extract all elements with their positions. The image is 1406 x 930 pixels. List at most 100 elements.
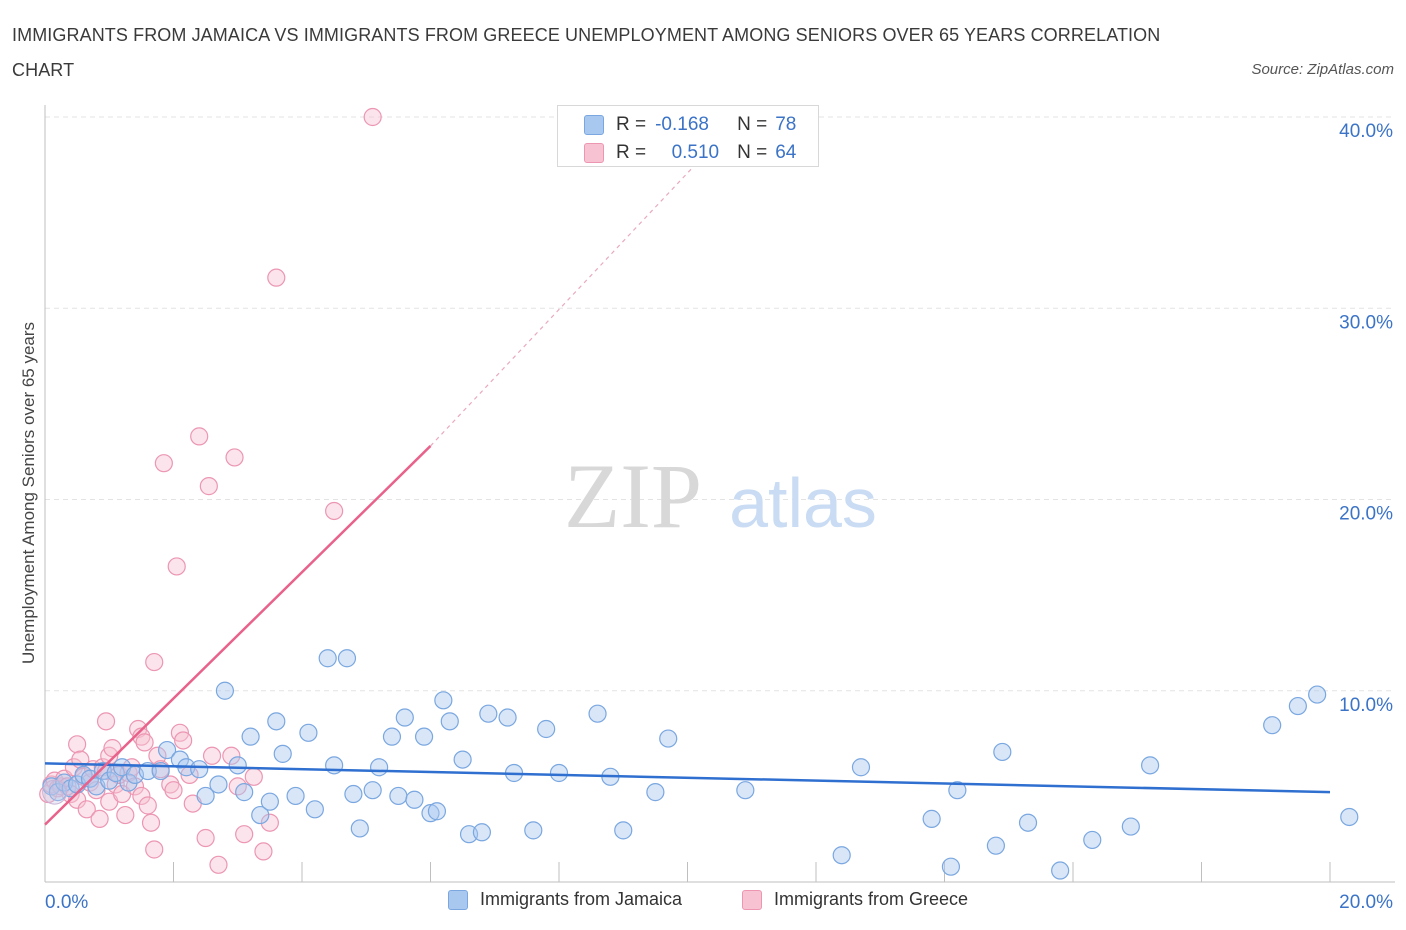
- jamaica-point: [395, 708, 414, 727]
- greece-point: [132, 786, 151, 806]
- bottom-legend: Immigrants from Jamaica Immigrants from …: [0, 889, 1406, 915]
- source-label: Source: ZipAtlas.com: [1251, 61, 1394, 78]
- stats-n-value: 64: [775, 142, 797, 163]
- greece-point: [190, 427, 209, 446]
- jamaica-point: [273, 744, 292, 763]
- jamaica-point: [337, 649, 357, 668]
- jamaica-point: [941, 857, 961, 876]
- greece-point: [225, 448, 244, 467]
- y-tick-label: 40.0%: [1339, 121, 1393, 142]
- jamaica-point: [472, 823, 491, 842]
- stats-r-label: R =: [616, 114, 647, 135]
- greece-point: [154, 454, 173, 473]
- greece-point: [199, 477, 218, 496]
- jamaica-point: [614, 821, 633, 840]
- stats-r-value: -0.168: [655, 114, 709, 135]
- axes: [44, 105, 1395, 883]
- jamaica-point: [251, 805, 270, 825]
- stats-row-greece: R = 0.510 N = 64: [584, 139, 796, 167]
- jamaica-point: [986, 836, 1006, 855]
- jamaica-point: [1121, 817, 1140, 836]
- jamaica-point: [646, 783, 665, 802]
- stats-n-value: 78: [775, 114, 797, 135]
- legend-item-jamaica[interactable]: Immigrants from Jamaica: [448, 889, 682, 910]
- jamaica-point: [832, 846, 851, 865]
- jamaica-point: [1140, 756, 1160, 775]
- gridlines: [45, 116, 1395, 692]
- jamaica-point: [196, 786, 215, 806]
- jamaica-point: [659, 729, 678, 748]
- y-axis-label: Unemployment Among Seniors over 65 years: [19, 321, 38, 665]
- jamaica-point: [440, 712, 459, 731]
- greece-point: [135, 733, 154, 752]
- legend-swatch-greece: [742, 889, 762, 910]
- legend-label-greece: Immigrants from Greece: [774, 889, 969, 909]
- jamaica-point: [1308, 685, 1327, 704]
- jamaica-point: [305, 800, 324, 819]
- jamaica-point: [549, 763, 569, 783]
- jamaica-point: [157, 740, 177, 760]
- greece-point: [196, 828, 215, 848]
- jamaica-point: [588, 704, 607, 723]
- jamaica-point: [260, 792, 279, 811]
- greece-point: [209, 855, 228, 874]
- jamaica-point: [344, 784, 363, 804]
- greece-point: [254, 842, 273, 861]
- trend-lines: [44, 145, 1331, 826]
- jamaica-point: [479, 704, 498, 723]
- greece-point: [161, 775, 180, 794]
- jamaica-point: [1018, 813, 1038, 832]
- greece-point: [202, 746, 222, 765]
- greece-point: [116, 805, 135, 825]
- y-tick-label: 10.0%: [1339, 695, 1393, 716]
- overlap-point: [42, 779, 68, 805]
- y-tick-label: 20.0%: [1339, 504, 1393, 525]
- greece-point: [167, 557, 186, 576]
- tick-labels: 10.0% 20.0% 30.0% 40.0% 0.0% 20.0%: [45, 121, 1393, 913]
- series-jamaica-points: [42, 649, 1359, 880]
- jamaica-point: [190, 760, 209, 779]
- greece-point: [260, 813, 279, 832]
- legend-item-greece[interactable]: Immigrants from Greece: [742, 889, 968, 910]
- greece-point: [138, 796, 157, 815]
- jamaica-point: [382, 727, 402, 746]
- jamaica-point: [453, 750, 472, 769]
- greece-point: [174, 731, 193, 750]
- jamaica-point: [851, 758, 871, 777]
- jamaica-point: [389, 786, 408, 806]
- watermark: ZIP atlas: [564, 445, 877, 547]
- greece-point: [141, 813, 161, 832]
- legend-swatch-jamaica: [448, 889, 468, 910]
- greece-point: [235, 825, 254, 844]
- stats-row-jamaica: R = -0.168 N = 78: [584, 111, 796, 139]
- jamaica-point: [215, 681, 234, 700]
- greece-point: [325, 501, 344, 521]
- jamaica-point: [434, 691, 453, 710]
- greece-point: [87, 781, 106, 800]
- jamaica-point: [537, 719, 556, 739]
- jamaica-point: [405, 790, 424, 809]
- jamaica-point: [427, 802, 447, 821]
- greece-point: [148, 746, 167, 765]
- x-tick-label: 20.0%: [1339, 892, 1393, 913]
- stats-r-label: R =: [616, 142, 647, 163]
- greece-point: [96, 712, 116, 731]
- watermark-zip: ZIP: [564, 445, 702, 547]
- jamaica-point: [421, 804, 440, 823]
- greece-point: [222, 746, 241, 765]
- trend-line-jamaica: [44, 762, 1331, 794]
- stats-swatch-jamaica: [584, 115, 604, 135]
- stats-legend: R = -0.168 N = 78 R = 0.510 N = 64: [557, 105, 819, 167]
- jamaica-point: [325, 756, 344, 775]
- jamaica-point: [228, 756, 247, 775]
- stats-r-value: 0.510: [671, 142, 720, 163]
- greece-point: [363, 107, 382, 127]
- jamaica-point: [241, 727, 260, 746]
- jamaica-point: [370, 758, 389, 777]
- stats-swatch-greece: [584, 143, 604, 163]
- jamaica-point: [318, 649, 337, 668]
- jamaica-point: [363, 781, 382, 800]
- jamaica-point: [993, 742, 1012, 762]
- jamaica-point: [235, 783, 254, 802]
- jamaica-point: [299, 723, 318, 742]
